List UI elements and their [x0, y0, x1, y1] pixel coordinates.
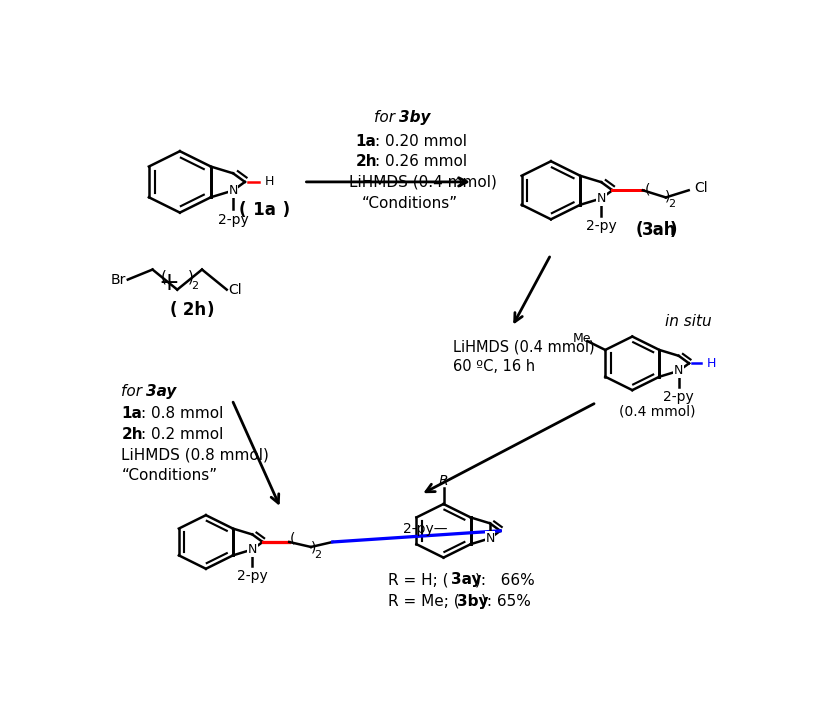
Text: (0.4 mmol): (0.4 mmol) [619, 405, 696, 418]
Text: 2-py: 2-py [585, 219, 617, 233]
Text: : 0.8 mmol: : 0.8 mmol [141, 406, 223, 421]
Text: Me: Me [573, 332, 591, 345]
Text: N: N [674, 365, 684, 377]
Text: 2h: 2h [121, 427, 143, 442]
Text: N: N [228, 184, 238, 197]
Text: for: for [374, 110, 400, 125]
Text: ): 65%: ): 65% [480, 594, 531, 609]
Text: 3ah: 3ah [643, 221, 677, 239]
Text: (: ( [636, 221, 643, 239]
Text: Br: Br [111, 273, 127, 286]
Text: 2-py: 2-py [218, 212, 249, 227]
Text: 3ay: 3ay [146, 384, 176, 399]
Text: +: + [159, 271, 180, 295]
Text: ): ) [188, 269, 194, 284]
Text: R = H; (: R = H; ( [388, 573, 449, 587]
Text: Cl: Cl [228, 283, 242, 297]
Text: LiHMDS (0.4 mmol): LiHMDS (0.4 mmol) [349, 175, 497, 190]
Text: (  1a  ): ( 1a ) [239, 202, 290, 220]
Text: N: N [596, 192, 606, 205]
Text: 3by: 3by [457, 594, 489, 609]
Text: 2h: 2h [355, 154, 377, 170]
Text: : 0.2 mmol: : 0.2 mmol [141, 427, 223, 442]
Text: (: ( [160, 269, 166, 284]
Text: N: N [486, 532, 495, 544]
Text: H: H [265, 175, 275, 188]
Text: ): ) [207, 302, 214, 319]
Text: R = Me; (: R = Me; ( [388, 594, 459, 609]
Text: 2: 2 [314, 550, 321, 560]
Text: 2-py: 2-py [664, 390, 694, 404]
Text: 1a: 1a [355, 133, 376, 149]
Text: N: N [248, 543, 257, 556]
Text: “Conditions”: “Conditions” [121, 468, 218, 483]
Text: ):   66%: ): 66% [475, 573, 534, 587]
Text: “Conditions”: “Conditions” [362, 196, 459, 211]
Text: 2-py: 2-py [237, 569, 268, 583]
Text: LiHMDS (0.4 mmol): LiHMDS (0.4 mmol) [454, 339, 595, 354]
Text: 3ay: 3ay [451, 573, 482, 587]
Text: (: ( [644, 183, 650, 196]
Text: ): ) [665, 190, 670, 204]
Text: 2h: 2h [177, 302, 207, 319]
Text: Cl: Cl [694, 181, 707, 195]
Text: ): ) [311, 540, 317, 554]
Text: ): ) [669, 221, 677, 239]
Text: 2: 2 [669, 199, 675, 209]
Text: 2: 2 [192, 281, 198, 291]
Text: : 0.26 mmol: : 0.26 mmol [375, 154, 467, 170]
Text: 1a: 1a [121, 406, 142, 421]
Text: in situ: in situ [665, 315, 711, 329]
Text: 60 ºC, 16 h: 60 ºC, 16 h [454, 359, 535, 374]
Text: LiHMDS (0.8 mmol): LiHMDS (0.8 mmol) [121, 447, 269, 463]
Text: H: H [706, 357, 717, 370]
Text: for: for [121, 384, 147, 399]
Text: (: ( [290, 532, 295, 546]
Text: (: ( [170, 302, 177, 319]
Text: : 0.20 mmol: : 0.20 mmol [375, 133, 467, 149]
Text: 3by: 3by [399, 110, 430, 125]
Text: R: R [438, 474, 449, 488]
Text: 2-py—: 2-py— [403, 522, 448, 536]
